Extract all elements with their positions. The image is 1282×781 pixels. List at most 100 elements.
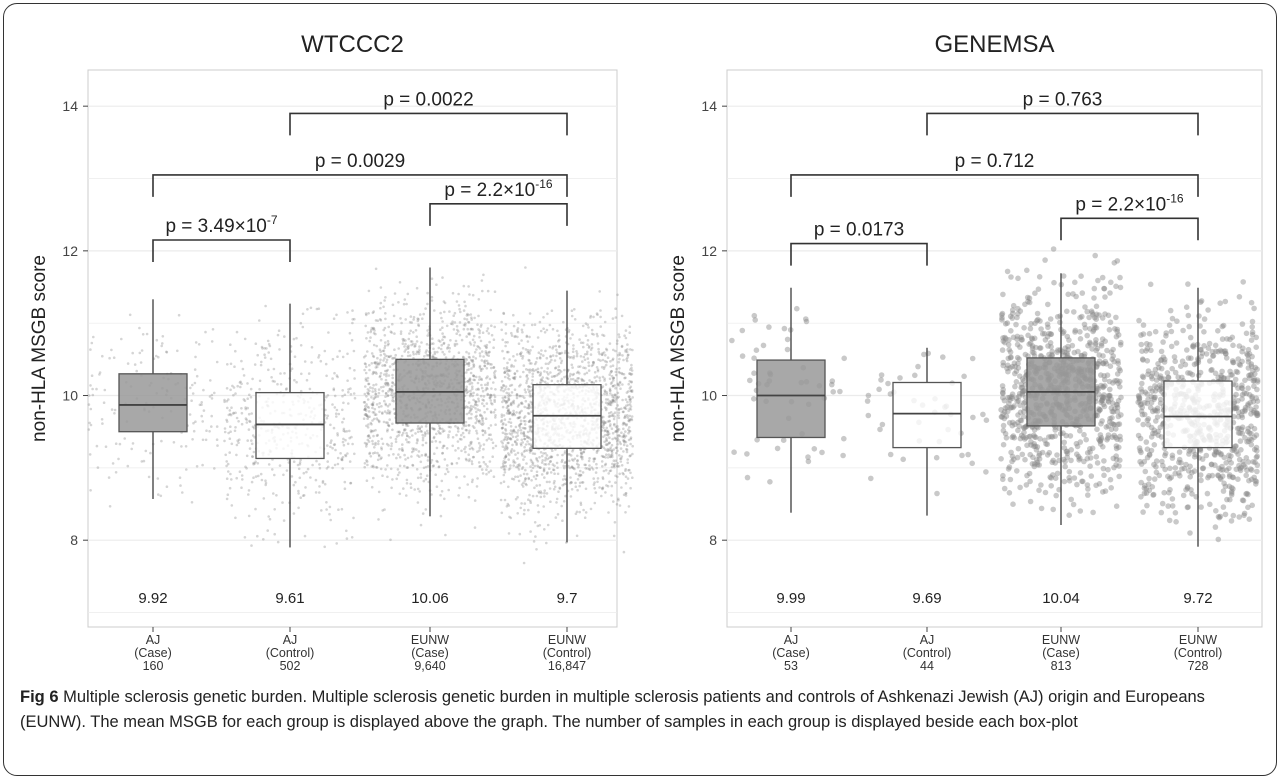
data-point [468,394,472,398]
data-point [297,489,300,493]
data-point [470,316,473,320]
data-point [527,388,530,391]
data-point [585,352,589,356]
data-point [617,411,621,415]
data-point [371,406,374,410]
data-point [471,385,474,389]
data-point [432,342,435,345]
y-tick-label: 10 [701,388,717,404]
data-point [366,392,370,395]
data-point [318,485,321,488]
data-point [1083,436,1089,443]
data-point [522,416,526,420]
data-point [481,455,485,459]
data-point [437,430,440,433]
data-point [410,343,413,347]
data-point [430,295,434,299]
data-point [631,452,634,456]
data-point [545,492,549,495]
data-point [377,490,381,494]
data-point [114,442,118,446]
data-point [514,475,517,479]
data-point [364,354,367,358]
data-point [138,351,142,355]
data-point [508,410,512,414]
data-point [479,444,482,448]
data-point [333,371,336,375]
data-point [395,477,399,481]
data-point [386,423,390,427]
data-point [473,341,477,344]
data-point [374,392,377,396]
data-point [629,348,632,351]
data-point [527,436,530,439]
data-point [482,395,486,398]
data-point [384,403,388,407]
data-point [624,376,627,380]
data-point [441,326,444,330]
data-point [267,463,271,466]
data-point [912,372,918,379]
data-point [470,359,474,363]
data-point [446,346,450,349]
data-point [367,423,370,426]
data-point [1038,505,1045,512]
data-point [264,304,267,308]
data-point [444,472,447,476]
data-point [1042,337,1049,343]
data-point [508,453,511,457]
data-point [264,479,267,483]
data-point [254,460,257,464]
data-point [493,371,496,375]
data-point [241,478,244,481]
data-point [603,429,607,433]
data-point [581,341,585,345]
data-point [524,468,527,472]
data-point [596,313,599,317]
data-point [623,334,626,338]
data-point [563,461,567,465]
data-point [552,375,556,378]
data-point [615,395,618,399]
data-point [469,389,472,393]
data-point [620,464,624,467]
data-point [504,455,507,458]
x-tick-label-name: EUNW [1042,633,1080,647]
data-point [523,479,527,482]
data-point [457,292,460,296]
data-point [477,421,481,424]
data-point [543,491,546,495]
data-point [577,465,580,469]
data-point [352,516,355,520]
data-point [611,384,615,388]
data-point [515,465,518,469]
data-point [227,413,231,417]
data-point [384,369,387,373]
data-point [225,464,228,468]
data-point [366,438,370,442]
data-point [549,471,553,474]
data-point [457,446,460,450]
data-point [245,467,248,470]
data-point [527,358,530,362]
data-point [364,409,368,412]
data-point [213,467,216,470]
chart-title: WTCCC2 [301,31,404,58]
data-point [500,511,504,515]
data-point [521,355,525,358]
data-point [829,381,835,388]
data-point [628,454,632,458]
data-point [478,449,481,452]
data-point [629,471,632,475]
data-point [228,486,232,490]
data-point [529,395,533,398]
data-point [387,325,391,329]
data-point [391,381,395,385]
data-point [1061,478,1068,485]
data-point [525,462,528,465]
data-point [559,370,563,373]
data-point [587,361,590,364]
data-point [571,350,575,354]
data-point [608,342,612,345]
data-point [494,414,497,417]
